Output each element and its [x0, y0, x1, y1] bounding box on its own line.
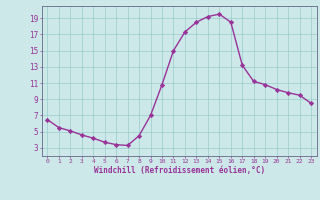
X-axis label: Windchill (Refroidissement éolien,°C): Windchill (Refroidissement éolien,°C) [94, 166, 265, 175]
